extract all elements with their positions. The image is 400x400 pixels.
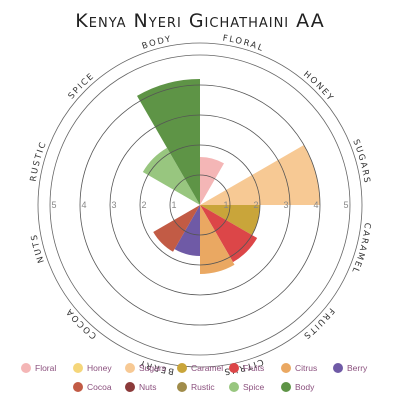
category-label-path: Spice (67, 71, 96, 101)
wedge (200, 157, 224, 205)
legend-swatch (125, 382, 135, 392)
category-label: Spice (67, 71, 97, 101)
wedge (200, 205, 260, 235)
wedge (142, 147, 200, 205)
legend-swatch (229, 363, 239, 373)
grid-ring (109, 114, 291, 296)
legend-swatch (281, 363, 291, 373)
outer-ring (37, 42, 363, 368)
wedge (153, 205, 200, 252)
r-tick-label: 5 (51, 200, 56, 210)
r-tick-label: 3 (111, 200, 116, 210)
category-label-path: Rustic (29, 140, 48, 183)
legend-label: Spice (243, 382, 265, 392)
r-tick-label: 1 (171, 200, 176, 210)
r-tick-label: 5 (343, 200, 348, 210)
legend-swatch (73, 363, 83, 373)
grid-ring (49, 54, 351, 356)
category-label: Rustic (29, 140, 49, 183)
wedge (200, 205, 235, 274)
legend-swatch (281, 382, 291, 392)
category-label-path: Caramel (349, 222, 371, 275)
legend-label: Body (295, 382, 315, 392)
category-label-path: Sugars (350, 138, 370, 185)
legend-label: Floral (35, 363, 56, 373)
legend-label: Caramel (191, 363, 223, 373)
category-label: Caramel (349, 222, 372, 275)
legend-swatch (125, 363, 135, 373)
wedge (200, 145, 320, 205)
legend-swatch (177, 382, 187, 392)
legend-label: Citrus (295, 363, 317, 373)
r-tick-label: 4 (81, 200, 86, 210)
r-tick-label: 3 (283, 200, 288, 210)
grid-ring (139, 144, 261, 266)
legend-label: Berry (347, 363, 368, 373)
wedge (200, 205, 258, 263)
legend-label: Cocoa (87, 382, 112, 392)
category-label: Sugars (350, 138, 371, 185)
legend-label: Rustic (191, 382, 215, 392)
legend-label: Honey (87, 363, 112, 373)
legend-swatch (73, 382, 83, 392)
wedge (137, 79, 200, 205)
chart-title: Kenya Nyeri Gichathaini AA (75, 10, 324, 32)
grid-ring (169, 174, 231, 236)
r-tick-label: 2 (253, 200, 258, 210)
r-tick-label: 1 (223, 200, 228, 210)
r-tick-label: 2 (141, 200, 146, 210)
grid-ring (79, 84, 321, 326)
legend-label: Sugars (139, 363, 166, 373)
category-label: Floral (222, 34, 266, 55)
wedge (174, 205, 200, 256)
legend-swatch (177, 363, 187, 373)
legend-swatch (229, 382, 239, 392)
category-label-path: Floral (222, 34, 264, 55)
legend-label: Fruits (243, 363, 264, 373)
legend-label: Nuts (139, 382, 156, 392)
legend-swatch (21, 363, 31, 373)
r-tick-label: 4 (313, 200, 318, 210)
legend-swatch (333, 363, 343, 373)
